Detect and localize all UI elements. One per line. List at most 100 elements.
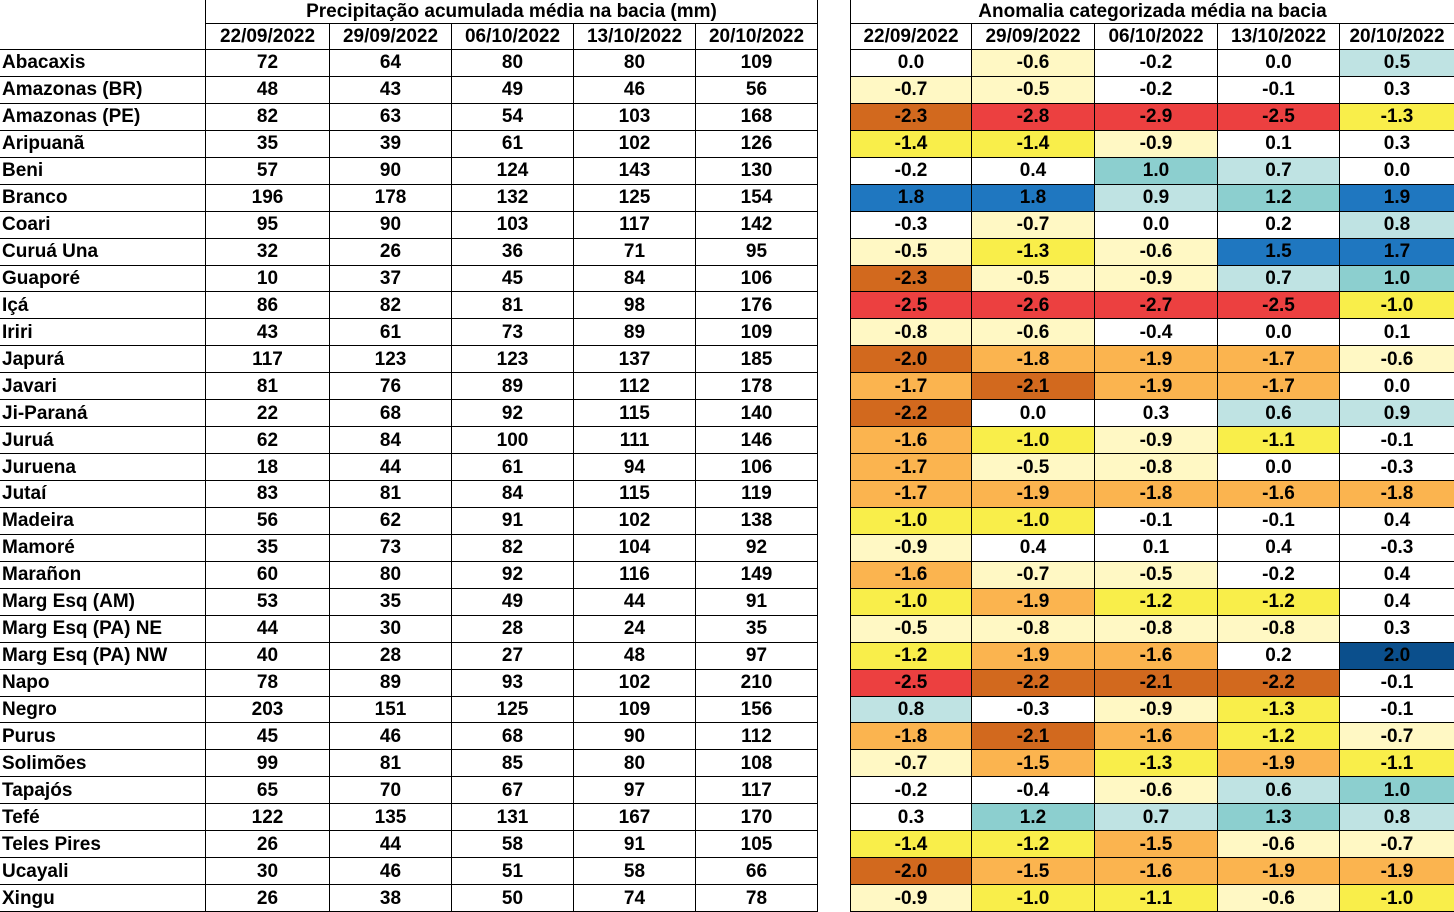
anomaly-value: -2.5 (1218, 292, 1340, 320)
precipitation-value: 28 (330, 642, 452, 670)
anomaly-value: 0.3 (850, 804, 972, 832)
precipitation-value: 46 (330, 723, 452, 751)
anomaly-value: -0.3 (1340, 454, 1454, 481)
anomaly-value: -1.3 (1095, 750, 1218, 778)
date-header: 22/09/2022 (206, 24, 330, 50)
precipitation-value: 97 (574, 777, 696, 805)
anomaly-value: 0.1 (1095, 534, 1218, 562)
precipitation-value: 117 (696, 777, 818, 805)
anomaly-value: -0.7 (972, 561, 1095, 589)
anomaly-value: -0.7 (850, 76, 972, 104)
anomaly-value: 1.8 (972, 184, 1095, 212)
precipitation-value: 143 (574, 157, 696, 185)
anomaly-value: -2.3 (850, 103, 972, 131)
anomaly-value: -0.8 (850, 319, 972, 347)
anomaly-value: 1.7 (1340, 238, 1454, 266)
anomaly-value: -2.9 (1095, 103, 1218, 131)
anomaly-value: 0.1 (1340, 319, 1454, 347)
anomaly-value: 1.2 (1218, 184, 1340, 212)
anomaly-value: -0.8 (972, 615, 1095, 643)
basin-name: Japurá (0, 346, 206, 374)
precipitation-value: 109 (696, 319, 818, 347)
precipitation-value: 71 (574, 238, 696, 266)
anomaly-value: -0.5 (850, 238, 972, 266)
anomaly-value: -1.9 (1218, 750, 1340, 778)
precipitation-value: 57 (206, 157, 330, 185)
anomaly-value: -1.9 (1340, 858, 1454, 886)
precipitation-value: 81 (206, 373, 330, 401)
anomaly-value: -1.0 (850, 507, 972, 535)
anomaly-value: -1.7 (850, 481, 972, 508)
anomaly-value: -0.6 (1218, 885, 1340, 912)
precipitation-value: 112 (696, 723, 818, 751)
precipitation-value: 60 (206, 561, 330, 589)
anomaly-value: -2.2 (972, 669, 1095, 697)
basin-name: Ji-Paraná (0, 400, 206, 428)
precipitation-value: 26 (206, 831, 330, 859)
precipitation-value: 46 (330, 858, 452, 886)
precipitation-value: 44 (330, 454, 452, 481)
basin-name: Juruena (0, 454, 206, 481)
anomaly-value: -1.7 (1218, 373, 1340, 401)
anomaly-value: 0.9 (1340, 400, 1454, 428)
anomaly-value: -0.1 (1340, 669, 1454, 697)
anomaly-value: -1.4 (850, 130, 972, 158)
anomaly-value: -1.8 (850, 723, 972, 751)
precipitation-value: 92 (696, 534, 818, 562)
precipitation-value: 84 (330, 427, 452, 455)
precipitation-value: 18 (206, 454, 330, 481)
precipitation-value: 89 (452, 373, 574, 401)
precipitation-value: 24 (574, 615, 696, 643)
precipitation-value: 84 (574, 265, 696, 293)
basin-name: Teles Pires (0, 831, 206, 859)
anomaly-value: 0.4 (972, 157, 1095, 185)
basin-name: Javari (0, 373, 206, 401)
anomaly-value: -2.3 (850, 265, 972, 293)
anomaly-value: 0.4 (1340, 561, 1454, 589)
anomaly-value: -0.5 (850, 615, 972, 643)
precipitation-value: 185 (696, 346, 818, 374)
basin-name: Branco (0, 184, 206, 212)
precipitation-value: 30 (206, 858, 330, 886)
precipitation-value: 89 (574, 319, 696, 347)
precipitation-value: 98 (574, 292, 696, 320)
precipitation-value: 56 (206, 507, 330, 535)
precipitation-value: 65 (206, 777, 330, 805)
anomaly-value: -2.6 (972, 292, 1095, 320)
precipitation-value: 95 (696, 238, 818, 266)
anomaly-value: -1.0 (1340, 885, 1454, 912)
anomaly-value: -1.8 (972, 346, 1095, 374)
precipitation-value: 103 (574, 103, 696, 131)
precipitation-value: 64 (330, 50, 452, 77)
precipitation-value: 78 (696, 885, 818, 912)
anomaly-value: 0.3 (1340, 130, 1454, 158)
anomaly-value: -0.2 (850, 157, 972, 185)
precipitation-value: 35 (206, 130, 330, 158)
anomaly-value: -2.5 (850, 669, 972, 697)
precipitation-value: 102 (574, 130, 696, 158)
anomaly-value: -1.6 (850, 427, 972, 455)
precipitation-value: 111 (574, 427, 696, 455)
precipitation-value: 68 (330, 400, 452, 428)
precipitation-value: 167 (574, 804, 696, 832)
precipitation-value: 123 (330, 346, 452, 374)
anomaly-value: -1.9 (972, 642, 1095, 670)
precipitation-value: 91 (696, 588, 818, 616)
precipitation-value: 102 (574, 669, 696, 697)
anomaly-value: 0.3 (1340, 615, 1454, 643)
anomaly-value: -1.7 (850, 454, 972, 481)
precipitation-value: 78 (206, 669, 330, 697)
precipitation-value: 99 (206, 750, 330, 778)
precipitation-value: 76 (330, 373, 452, 401)
anomaly-value: -2.2 (850, 400, 972, 428)
precipitation-value: 37 (330, 265, 452, 293)
anomaly-value: -1.1 (1095, 885, 1218, 912)
anomaly-value: -0.1 (1218, 507, 1340, 535)
anomaly-value: -0.8 (1095, 615, 1218, 643)
anomaly-value: -1.0 (972, 427, 1095, 455)
precipitation-value: 97 (696, 642, 818, 670)
precipitation-value: 63 (330, 103, 452, 131)
precipitation-value: 30 (330, 615, 452, 643)
name-header-blank (0, 24, 206, 50)
precipitation-value: 51 (452, 858, 574, 886)
